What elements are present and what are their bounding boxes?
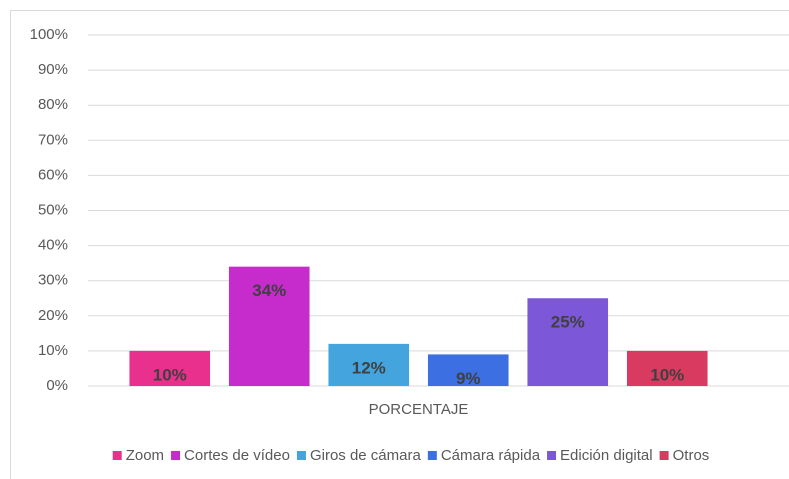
y-tick-label: 40% xyxy=(38,237,68,254)
bar xyxy=(228,266,310,386)
legend-swatch xyxy=(296,451,306,460)
legend-label: Cortes de vídeo xyxy=(184,447,290,464)
bar xyxy=(328,343,410,386)
legend-label: Cámara rápida xyxy=(441,447,541,464)
data-label: 25% xyxy=(551,313,585,332)
data-label: 34% xyxy=(252,281,286,300)
y-tick-label: 10% xyxy=(38,342,68,359)
bar xyxy=(626,350,708,386)
legend-label: Zoom xyxy=(126,447,164,464)
y-tick-label: 60% xyxy=(38,166,68,183)
y-tick-label: 90% xyxy=(38,61,68,78)
data-label: 10% xyxy=(153,365,187,384)
y-tick-label: 80% xyxy=(38,96,68,113)
y-tick-label: 70% xyxy=(38,131,68,148)
legend-swatch xyxy=(427,451,437,460)
legend-label: Giros de cámara xyxy=(310,447,422,464)
x-tick-label: PORCENTAJE xyxy=(369,401,469,418)
data-label: 10% xyxy=(650,365,684,384)
legend-swatch xyxy=(112,451,122,460)
legend-swatch xyxy=(547,451,557,460)
y-tick-label: 20% xyxy=(38,307,68,324)
y-tick-label: 50% xyxy=(38,201,68,218)
chart-border xyxy=(10,10,789,479)
legend-label: Edición digital xyxy=(560,447,653,464)
y-tick-label: 0% xyxy=(46,377,68,394)
legend-swatch xyxy=(659,451,669,460)
y-tick-label: 30% xyxy=(38,272,68,289)
bar xyxy=(527,298,609,386)
bar xyxy=(129,350,211,386)
y-tick-label: 100% xyxy=(30,26,68,43)
data-label: 9% xyxy=(456,369,481,388)
data-label: 12% xyxy=(352,358,386,377)
legend-swatch xyxy=(171,451,181,460)
legend-label: Otros xyxy=(673,447,710,464)
bar xyxy=(427,354,509,386)
